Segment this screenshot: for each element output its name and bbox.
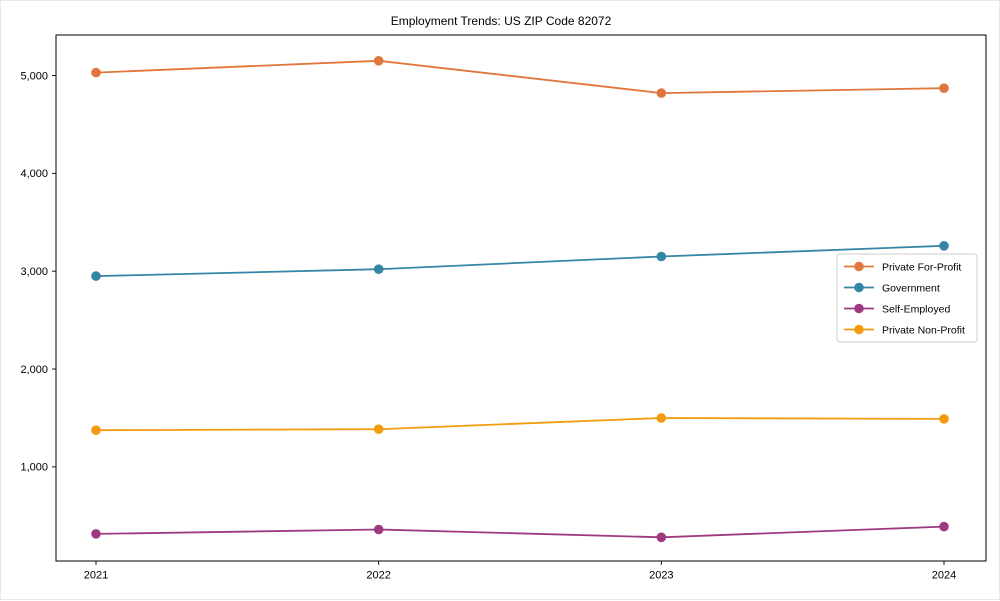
data-point-government <box>91 271 101 281</box>
legend-label: Government <box>882 282 940 294</box>
y-tick-label: 3,000 <box>20 266 48 278</box>
data-point-private-for-profit <box>656 88 667 98</box>
data-point-government <box>373 264 384 275</box>
data-point-self-employed <box>939 521 949 532</box>
legend-box <box>836 253 978 343</box>
legend-label: Private Non-Profit <box>882 324 965 336</box>
x-tick-label: 2024 <box>932 570 956 582</box>
data-point-government <box>939 241 949 251</box>
y-tick-label: 5,000 <box>20 70 48 82</box>
data-point-private-non-profit <box>656 413 667 423</box>
chart-title: Employment Trends: US ZIP Code 82072 <box>390 14 612 28</box>
data-point-private-for-profit <box>373 56 384 66</box>
y-tick-label: 4,000 <box>20 168 48 180</box>
y-tick-label: 1,000 <box>20 462 48 474</box>
legend-marker <box>854 282 864 293</box>
legend-marker <box>854 324 864 335</box>
x-tick-label: 2022 <box>366 570 390 582</box>
data-point-private-non-profit <box>939 414 949 424</box>
series-line-government <box>95 244 945 277</box>
legend-marker <box>854 303 864 314</box>
legend-marker <box>854 261 864 272</box>
data-point-self-employed <box>373 524 384 535</box>
data-point-private-non-profit <box>373 424 384 435</box>
y-tick-label: 2,000 <box>20 364 48 376</box>
series-line-private-for-profit <box>95 59 945 95</box>
data-point-self-employed <box>656 532 667 543</box>
legend-label: Self-Employed <box>882 303 950 315</box>
x-tick-label: 2023 <box>649 570 673 582</box>
data-point-private-for-profit <box>939 83 949 93</box>
legend-label: Private For-Profit <box>882 261 961 273</box>
x-tick-label: 2021 <box>84 570 108 582</box>
data-point-government <box>656 251 667 262</box>
data-point-self-employed <box>91 529 101 539</box>
data-point-private-for-profit <box>91 67 101 78</box>
data-point-private-non-profit <box>91 425 101 436</box>
series-line-self-employed <box>95 525 945 539</box>
series-line-private-non-profit <box>95 417 945 432</box>
plot-border <box>55 34 987 562</box>
